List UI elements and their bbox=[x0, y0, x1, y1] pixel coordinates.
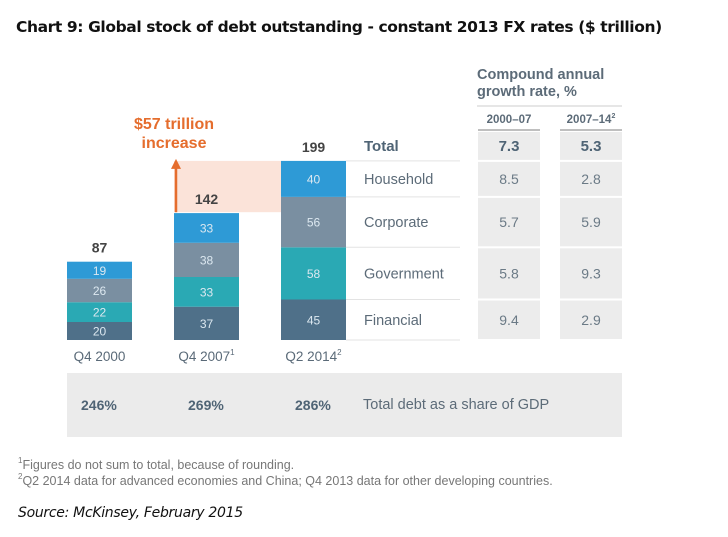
bar-segment-corporate bbox=[174, 242, 239, 277]
table-row-label: Corporate bbox=[364, 215, 428, 231]
bar-segment-household bbox=[67, 261, 132, 279]
table-value: 7.3 bbox=[499, 138, 520, 155]
data-label: 20 bbox=[93, 325, 107, 339]
source-note: Source: McKinsey, February 2015 bbox=[18, 505, 243, 521]
data-label: 56 bbox=[307, 216, 321, 230]
table-cell-bg bbox=[478, 132, 540, 160]
data-label: 22 bbox=[93, 306, 107, 320]
data-label: 38 bbox=[200, 253, 214, 267]
category-label: Q2 20142 bbox=[285, 348, 342, 364]
category-label: Q4 20071 bbox=[178, 348, 235, 364]
table-cell-bg bbox=[560, 161, 622, 196]
table-row-label: Financial bbox=[364, 313, 422, 329]
bar-segment-corporate bbox=[67, 278, 132, 303]
category-label: Q4 2000 bbox=[74, 349, 126, 364]
table-value: 2.9 bbox=[581, 312, 601, 328]
table-header-line2: growth rate, % bbox=[477, 84, 577, 100]
column-header: 2007–142 bbox=[567, 113, 616, 126]
table-value: 5.8 bbox=[499, 265, 519, 281]
data-label: 40 bbox=[307, 172, 321, 186]
table-value: 5.3 bbox=[581, 138, 602, 155]
table-row-label: Total bbox=[364, 138, 399, 155]
table-cell-bg bbox=[560, 248, 622, 299]
total-label: 142 bbox=[195, 191, 219, 207]
data-label: 45 bbox=[307, 313, 321, 327]
data-label: 26 bbox=[93, 284, 107, 298]
gdp-share-band bbox=[67, 373, 622, 437]
bar-segment-government bbox=[174, 277, 239, 307]
footnote-1: 1Figures do not sum to total, because of… bbox=[18, 456, 295, 472]
data-label: 33 bbox=[200, 285, 214, 299]
data-label: 37 bbox=[200, 317, 214, 331]
total-label: 87 bbox=[92, 240, 108, 256]
bar-segment-financial bbox=[281, 299, 346, 340]
table-cell-bg bbox=[560, 197, 622, 247]
increase-arrowhead-icon bbox=[171, 158, 181, 169]
table-value: 2.8 bbox=[581, 171, 601, 187]
table-row-label: Government bbox=[364, 266, 444, 282]
data-label: 58 bbox=[307, 267, 321, 281]
table-value: 9.4 bbox=[499, 312, 519, 328]
table-value: 5.9 bbox=[581, 214, 601, 230]
table-value: 5.7 bbox=[499, 214, 519, 230]
table-value: 9.3 bbox=[581, 265, 601, 281]
total-label: 199 bbox=[302, 139, 326, 155]
table-value: 8.5 bbox=[499, 171, 519, 187]
increase-band bbox=[174, 160, 281, 213]
table-cell-bg bbox=[478, 197, 540, 247]
bar-segment-government bbox=[281, 247, 346, 300]
gdp-share-value: 286% bbox=[295, 397, 331, 413]
table-cell-bg bbox=[478, 300, 540, 339]
increase-annotation-line2: increase bbox=[142, 135, 207, 152]
table-cell-bg bbox=[478, 161, 540, 196]
table-cell-bg bbox=[560, 300, 622, 339]
gdp-share-label: Total debt as a share of GDP bbox=[363, 397, 549, 413]
footnote-2: 2Q2 2014 data for advanced economies and… bbox=[18, 472, 553, 488]
increase-annotation-line1: $57 trillion bbox=[134, 116, 214, 133]
table-header-line1: Compound annual bbox=[477, 67, 604, 83]
bar-segment-government bbox=[67, 302, 132, 322]
chart-title: Chart 9: Global stock of debt outstandin… bbox=[16, 18, 662, 36]
gdp-share-value: 246% bbox=[81, 397, 117, 413]
data-label: 33 bbox=[200, 221, 214, 235]
gdp-share-value: 269% bbox=[188, 397, 224, 413]
table-cell-bg bbox=[478, 248, 540, 299]
bar-segment-household bbox=[174, 213, 239, 243]
bar-segment-corporate bbox=[281, 196, 346, 248]
bar-segment-financial bbox=[174, 306, 239, 340]
bar-segment-household bbox=[281, 160, 346, 197]
table-row-label: Household bbox=[364, 172, 433, 188]
bar-segment-financial bbox=[67, 322, 132, 340]
column-header: 2000–07 bbox=[487, 114, 532, 126]
data-label: 19 bbox=[93, 264, 107, 278]
table-cell-bg bbox=[560, 132, 622, 160]
